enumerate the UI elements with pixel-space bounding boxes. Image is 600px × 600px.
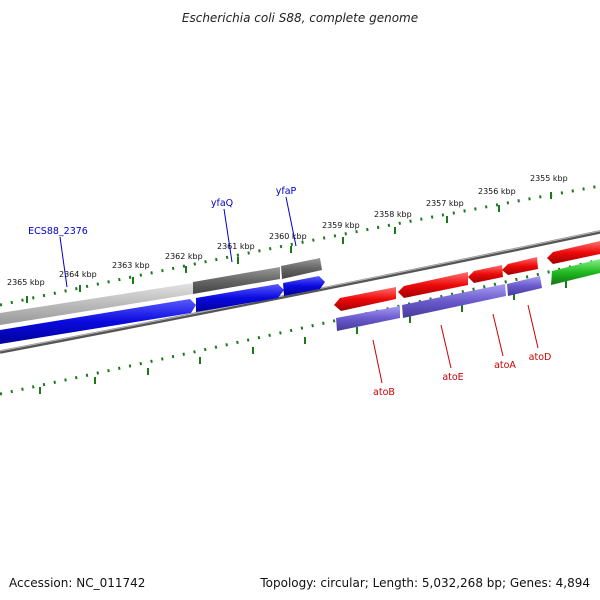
gene-labels: ECS88_2376 yfaQ yfaP atoB atoE atoA atoD — [28, 186, 551, 398]
gene-green[interactable] — [551, 259, 600, 285]
gene-yfaq[interactable] — [196, 284, 284, 312]
gene-ecs88-2376[interactable] — [0, 299, 196, 344]
outer-ruler-major-ticks — [26, 192, 552, 303]
tick-label: 2361 kbp — [217, 242, 255, 251]
gene-atod[interactable] — [502, 257, 538, 275]
gene-atob[interactable] — [334, 287, 396, 311]
gene-next-red[interactable] — [547, 241, 600, 264]
ruler-labels: 2365 kbp 2364 kbp 2363 kbp 2362 kbp 2361… — [7, 174, 568, 287]
gene-label-atoe[interactable]: atoE — [442, 372, 463, 383]
tick-label: 2364 kbp — [59, 270, 97, 279]
genome-summary-text: Topology: circular; Length: 5,032,268 bp… — [259, 576, 590, 590]
gene-label-atob[interactable]: atoB — [373, 387, 395, 398]
gene-ecs88-2376-upper[interactable] — [0, 283, 193, 325]
accession-text: Accession: NC_011742 — [9, 576, 145, 590]
gene-atoa[interactable] — [468, 265, 503, 283]
tick-label: 2355 kbp — [530, 174, 568, 183]
gene-atoa-purple[interactable] — [507, 276, 542, 296]
gene-atoe-purple[interactable] — [402, 284, 506, 318]
gene-atoe[interactable] — [398, 272, 468, 298]
gene-label-atod[interactable]: atoD — [529, 352, 552, 363]
tick-label: 2357 kbp — [426, 199, 464, 208]
genome-backbone — [0, 230, 600, 354]
tick-label: 2359 kbp — [322, 221, 360, 230]
tick-label: 2356 kbp — [478, 187, 516, 196]
gene-label-atoa[interactable]: atoA — [494, 360, 516, 371]
tick-label: 2358 kbp — [374, 210, 412, 219]
gene-label-yfap[interactable]: yfaP — [276, 186, 297, 197]
gene-label-ecs88-2376[interactable]: ECS88_2376 — [28, 226, 88, 237]
inner-ruler-major-ticks — [39, 281, 567, 394]
gene-yfaq-upper[interactable] — [193, 267, 280, 294]
gene-label-yfaq[interactable]: yfaQ — [211, 198, 233, 209]
gene-atob-purple[interactable] — [336, 306, 400, 331]
gene-label-pointers — [59, 196, 539, 384]
tick-label: 2362 kbp — [165, 252, 203, 261]
tick-label: 2365 kbp — [7, 278, 45, 287]
tick-label: 2360 kbp — [269, 232, 307, 241]
tick-label: 2363 kbp — [112, 261, 150, 270]
inner-ruler — [0, 258, 600, 396]
gene-yfap[interactable] — [283, 276, 325, 296]
map-title: Escherichia coli S88, complete genome — [182, 11, 418, 25]
gene-yfap-upper[interactable] — [281, 258, 322, 279]
